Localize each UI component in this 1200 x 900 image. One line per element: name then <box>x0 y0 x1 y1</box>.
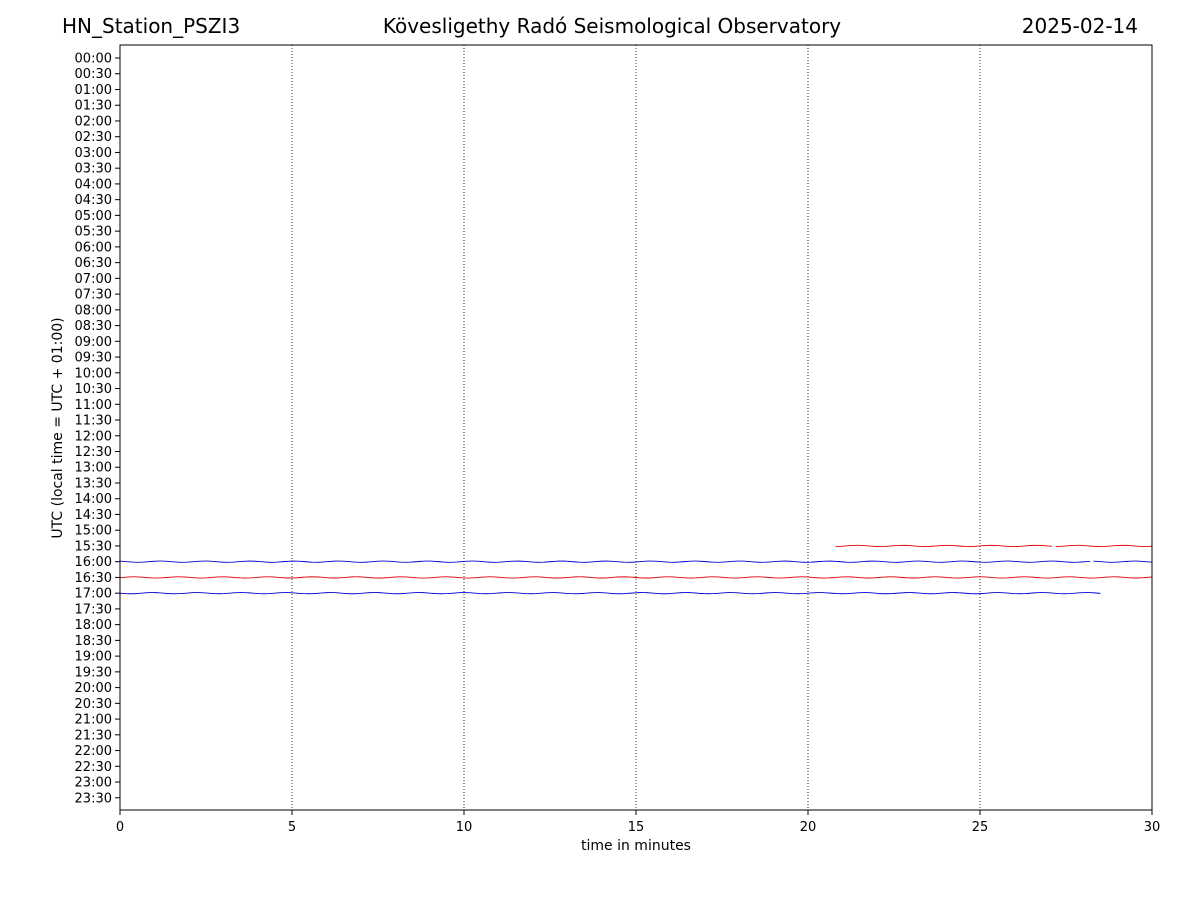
y-tick-label: 19:30 <box>75 665 112 680</box>
y-tick-label: 15:30 <box>75 539 112 554</box>
y-tick-label: 22:00 <box>75 744 112 759</box>
y-tick-label: 04:30 <box>75 193 112 208</box>
y-tick-label: 21:00 <box>75 713 112 728</box>
y-tick-label: 06:30 <box>75 256 112 271</box>
trace-lines <box>119 544 1153 595</box>
y-tick-label: 12:30 <box>75 445 112 460</box>
x-axis: 0 5 10 15 20 25 30 <box>116 810 1160 835</box>
y-tick-label: 11:00 <box>75 398 112 413</box>
x-tick-label: 0 <box>116 820 124 835</box>
x-tick-label: 5 <box>288 820 296 835</box>
chart-title: Kövesligethy Radó Seismological Observat… <box>382 14 842 38</box>
y-tick-label: 11:30 <box>75 414 112 429</box>
station-name: HN_Station_PSZI3 <box>62 14 241 38</box>
y-tick-label: 18:00 <box>75 618 112 633</box>
y-tick-label: 17:30 <box>75 602 112 617</box>
y-tick-label: 19:00 <box>75 650 112 665</box>
y-axis: 00:0000:3001:0001:3002:0002:3003:0003:30… <box>75 52 120 806</box>
y-tick-label: 04:00 <box>75 177 112 192</box>
y-tick-label: 13:00 <box>75 461 112 476</box>
y-tick-label: 02:00 <box>75 114 112 129</box>
trace-segment <box>119 576 1153 579</box>
y-tick-label: 09:30 <box>75 351 112 366</box>
trace-segment <box>1093 560 1153 563</box>
y-tick-label: 00:30 <box>75 67 112 82</box>
y-tick-label: 07:00 <box>75 272 112 287</box>
y-tick-label: 16:00 <box>75 555 112 570</box>
y-tick-label: 05:30 <box>75 225 112 240</box>
y-tick-label: 14:30 <box>75 508 112 523</box>
x-axis-label: time in minutes <box>581 838 691 854</box>
y-tick-label: 13:30 <box>75 476 112 491</box>
trace-segment <box>1055 544 1153 547</box>
y-tick-label: 21:30 <box>75 728 112 743</box>
y-tick-label: 08:30 <box>75 319 112 334</box>
y-tick-label: 17:00 <box>75 587 112 602</box>
x-tick-label: 30 <box>1144 820 1161 835</box>
y-axis-label: UTC (local time = UTC + 01:00) <box>50 317 66 538</box>
trace-segment <box>119 592 1101 595</box>
y-tick-label: 06:00 <box>75 240 112 255</box>
y-tick-label: 03:00 <box>75 146 112 161</box>
chart-date: 2025-02-14 <box>1021 14 1138 38</box>
y-tick-label: 20:00 <box>75 681 112 696</box>
y-tick-label: 10:30 <box>75 382 112 397</box>
y-tick-label: 09:00 <box>75 335 112 350</box>
trace-segment <box>835 544 1053 547</box>
y-tick-label: 12:00 <box>75 429 112 444</box>
y-tick-label: 22:30 <box>75 760 112 775</box>
y-tick-label: 01:30 <box>75 99 112 114</box>
x-tick-label: 25 <box>972 820 989 835</box>
y-tick-label: 08:00 <box>75 303 112 318</box>
y-tick-label: 03:30 <box>75 162 112 177</box>
x-tick-label: 15 <box>628 820 645 835</box>
y-tick-label: 16:30 <box>75 571 112 586</box>
y-tick-label: 15:00 <box>75 524 112 539</box>
y-tick-label: 01:00 <box>75 83 112 98</box>
y-tick-label: 05:00 <box>75 209 112 224</box>
grid-lines <box>291 45 981 810</box>
y-tick-label: 18:30 <box>75 634 112 649</box>
y-tick-label: 10:00 <box>75 366 112 381</box>
y-tick-label: 20:30 <box>75 697 112 712</box>
x-tick-label: 10 <box>456 820 473 835</box>
y-tick-label: 14:00 <box>75 492 112 507</box>
x-tick-label: 20 <box>800 820 817 835</box>
trace-segment <box>119 560 1091 563</box>
y-tick-label: 00:00 <box>75 52 112 67</box>
y-tick-label: 23:30 <box>75 791 112 806</box>
y-tick-label: 23:00 <box>75 776 112 791</box>
y-tick-label: 02:30 <box>75 130 112 145</box>
y-tick-label: 07:30 <box>75 288 112 303</box>
